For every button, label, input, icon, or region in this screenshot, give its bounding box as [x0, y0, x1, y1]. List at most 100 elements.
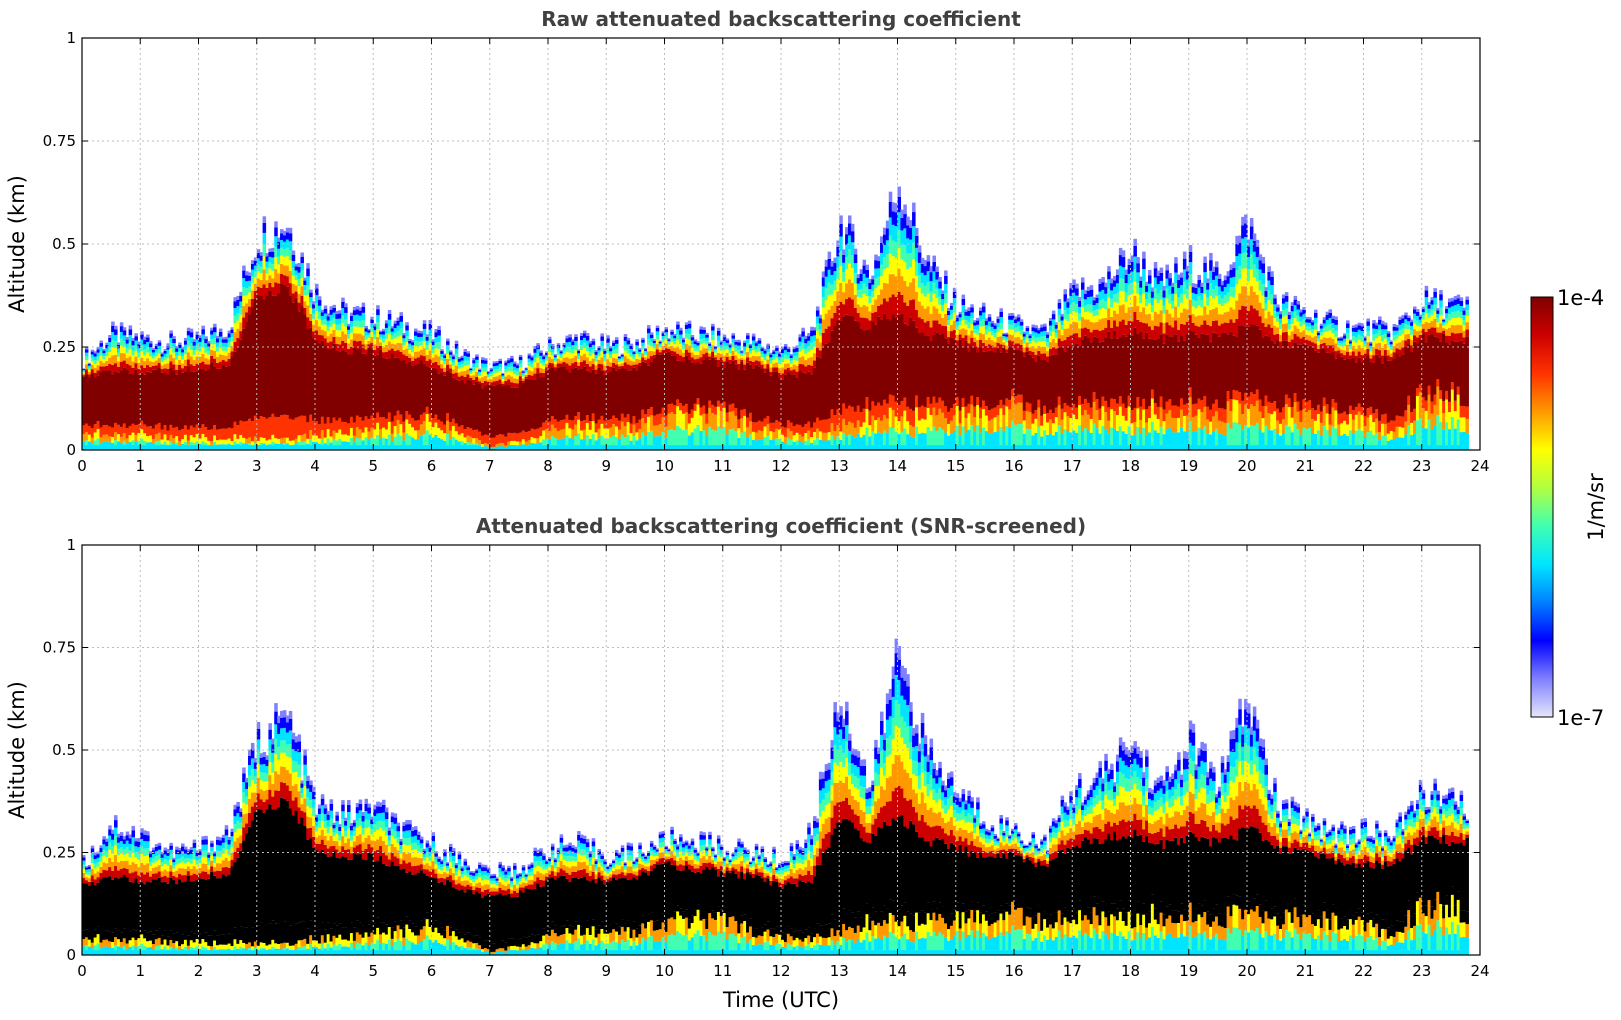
heatmap-cell: [224, 355, 229, 362]
heatmap-column: [448, 350, 453, 450]
heatmap-cell: [501, 434, 505, 444]
heatmap-cell: [148, 445, 153, 450]
heatmap-cell: [134, 345, 138, 351]
heatmap-cell: [667, 429, 671, 446]
heatmap-cell: [483, 367, 488, 372]
heatmap-cell: [734, 431, 738, 446]
heatmap-cell: [253, 277, 258, 284]
heatmap-cell: [443, 361, 447, 365]
heatmap-column: [384, 320, 389, 450]
heatmap-cell: [262, 437, 267, 444]
heatmap-cell: [280, 415, 284, 439]
heatmap-cell: [320, 309, 325, 313]
heatmap-cell: [245, 281, 249, 289]
heatmap-cell: [428, 323, 433, 330]
heatmap-column: [355, 306, 360, 450]
heatmap-cell: [498, 367, 502, 371]
heatmap-cell: [414, 328, 418, 332]
heatmap-cell: [597, 367, 602, 420]
heatmap-cell: [454, 348, 459, 354]
heatmap-cell: [1159, 272, 1164, 281]
heatmap-cell: [297, 445, 302, 450]
heatmap-cell: [722, 361, 727, 368]
heatmap-cell: [288, 270, 293, 284]
heatmap-cell: [320, 416, 325, 431]
heatmap-cell: [428, 367, 433, 414]
heatmap-cell: [268, 290, 272, 417]
heatmap-cell: [166, 440, 170, 445]
heatmap-cell: [612, 353, 616, 358]
heatmap-cell: [434, 445, 438, 450]
heatmap-cell: [475, 359, 479, 364]
heatmap-cell: [361, 353, 366, 421]
heatmap-cell: [661, 339, 666, 343]
heatmap-cell: [114, 363, 118, 372]
heatmap-cell: [478, 431, 482, 441]
heatmap-cell: [408, 435, 412, 446]
heatmap-cell: [111, 364, 115, 375]
heatmap-cell: [227, 445, 232, 450]
heatmap-cell: [1051, 310, 1056, 315]
heatmap-cell: [612, 342, 616, 346]
heatmap-cell: [746, 333, 750, 336]
heatmap-cell: [399, 321, 403, 329]
heatmap-cell: [259, 255, 264, 261]
heatmap-cell: [405, 336, 409, 342]
heatmap-cell: [562, 438, 567, 446]
heatmap-cell: [381, 437, 386, 446]
heatmap-cell: [332, 323, 336, 330]
heatmap-cell: [274, 443, 278, 446]
heatmap-cell: [361, 335, 366, 345]
heatmap-cell: [414, 365, 418, 421]
heatmap-cell: [317, 296, 322, 301]
heatmap-cell: [82, 371, 86, 373]
heatmap-cell: [405, 433, 409, 446]
heatmap-cell: [288, 445, 293, 450]
heatmap-cell: [1025, 325, 1030, 329]
heatmap-cell: [137, 368, 141, 375]
heatmap-cell: [743, 369, 747, 409]
heatmap-cell: [189, 445, 194, 450]
heatmap-cell: [84, 423, 89, 433]
heatmap-cell: [481, 367, 485, 373]
heatmap-cell: [320, 445, 325, 450]
heatmap-cell: [463, 370, 468, 377]
heatmap-cell: [422, 421, 427, 435]
heatmap-cell: [125, 443, 130, 446]
heatmap-cell: [99, 360, 103, 367]
heatmap-cell: [550, 348, 555, 352]
heatmap-cell: [556, 367, 561, 422]
heatmap-cell: [702, 327, 706, 330]
heatmap-cell: [358, 310, 363, 316]
heatmap-cell: [163, 360, 168, 365]
heatmap-cell: [655, 339, 660, 345]
heatmap-cell: [143, 433, 147, 441]
heatmap-cell: [280, 240, 284, 248]
heatmap-cell: [207, 359, 211, 365]
heatmap-cell: [338, 417, 342, 430]
heatmap-cell: [734, 348, 738, 352]
heatmap-cell: [661, 417, 666, 432]
heatmap-cell: [431, 445, 436, 450]
heatmap-cell: [582, 342, 587, 348]
heatmap-cell: [754, 432, 759, 441]
heatmap-cell: [492, 361, 497, 364]
heatmap-cell: [746, 338, 750, 344]
heatmap-cell: [291, 445, 296, 450]
heatmap-cell: [737, 438, 741, 446]
heatmap-cell: [757, 351, 762, 357]
heatmap-cell: [609, 354, 613, 359]
heatmap-cell: [728, 429, 733, 446]
heatmap-cell: [189, 425, 194, 436]
heatmap-cell: [553, 437, 558, 446]
heatmap-cell: [483, 381, 488, 387]
heatmap-column: [172, 336, 176, 450]
heatmap-cell: [495, 445, 500, 450]
heatmap-cell: [111, 321, 115, 326]
heatmap-column: [743, 340, 747, 450]
heatmap-column: [475, 354, 479, 450]
heatmap-cell: [221, 346, 226, 351]
heatmap-cell: [533, 443, 537, 446]
heatmap-cell: [143, 374, 147, 425]
heatmap-cell: [87, 425, 92, 435]
